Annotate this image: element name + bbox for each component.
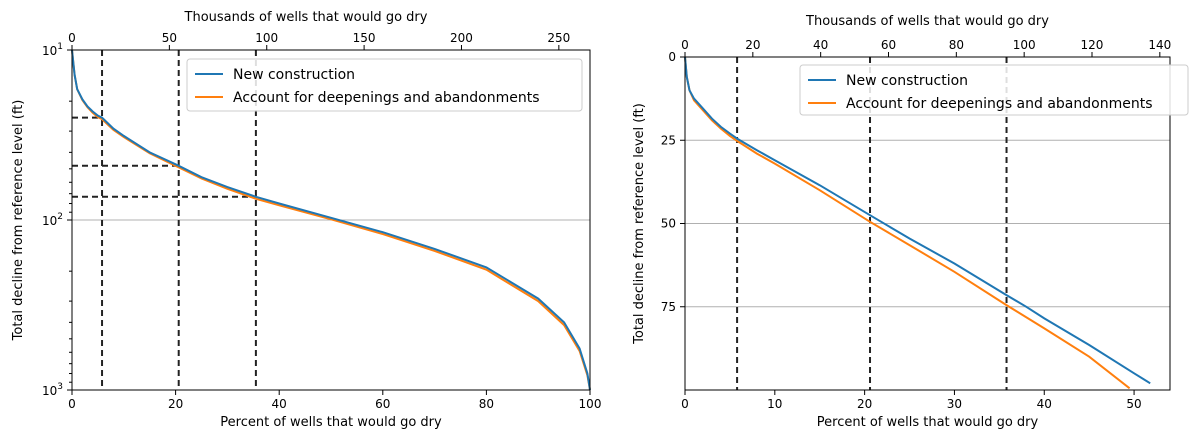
x2-tick-label: 0 xyxy=(68,31,76,45)
y-tick-label: 102 xyxy=(42,212,63,228)
legend-label: Account for deepenings and abandonments xyxy=(846,96,1153,112)
legend-box xyxy=(186,58,583,112)
x2-tick-label: 20 xyxy=(745,38,760,52)
legend-label: New construction xyxy=(846,73,968,89)
x2-tick-label: 200 xyxy=(450,31,473,45)
x2-axis-label: Thousands of wells that would go dry xyxy=(805,14,1049,29)
x-tick-label: 10 xyxy=(767,397,782,411)
legend-label: Account for deepenings and abandonments xyxy=(233,90,540,106)
legend: New construction Account for deepenings a… xyxy=(186,58,583,112)
x-tick-label: 80 xyxy=(479,397,494,411)
x-axis-label: Percent of wells that would go dry xyxy=(817,415,1039,430)
x-tick-label: 100 xyxy=(579,397,602,411)
legend-box xyxy=(799,64,1189,116)
legend-label: New construction xyxy=(233,67,355,83)
x-tick-label: 30 xyxy=(947,397,962,411)
x-tick-label: 0 xyxy=(681,397,689,411)
x-axis-label: Percent of wells that would go dry xyxy=(220,415,442,430)
x-tick-label: 60 xyxy=(375,397,390,411)
series-line xyxy=(684,56,1131,390)
legend: New construction Account for deepenings a… xyxy=(799,64,1189,116)
x2-tick-label: 80 xyxy=(949,38,964,52)
x-tick-label: 40 xyxy=(1037,397,1052,411)
x2-tick-label: 60 xyxy=(881,38,896,52)
x-tick-label: 20 xyxy=(857,397,872,411)
x2-tick-label: 120 xyxy=(1081,38,1104,52)
x2-tick-label: 100 xyxy=(255,31,278,45)
x2-tick-label: 0 xyxy=(681,38,689,52)
x2-tick-label: 100 xyxy=(1013,38,1036,52)
y-tick-label: 25 xyxy=(661,133,676,147)
y-axis-label: Total decline from reference level (ft) xyxy=(632,103,647,345)
x-tick-label: 50 xyxy=(1126,397,1141,411)
x2-tick-label: 140 xyxy=(1148,38,1171,52)
x2-tick-label: 40 xyxy=(813,38,828,52)
y-tick-label: 101 xyxy=(42,42,63,58)
y-tick-label: 0 xyxy=(668,50,676,64)
chart-panel-2: 0 10 20 30 40 50 0 20 40 60 80 100 120 140 0 25 50 75 Perc… xyxy=(632,14,1189,430)
x2-tick-label: 50 xyxy=(162,31,177,45)
x2-tick-label: 250 xyxy=(547,31,570,45)
series-line xyxy=(71,49,591,391)
x2-tick-label: 150 xyxy=(353,31,376,45)
y-tick-label: 103 xyxy=(42,382,63,398)
x2-axis-label: Thousands of wells that would go dry xyxy=(184,10,428,25)
x-tick-label: 0 xyxy=(68,397,76,411)
y-tick-label: 50 xyxy=(661,217,676,231)
y-axis-label: Total decline from reference level (ft) xyxy=(11,100,26,342)
y-tick-label: 75 xyxy=(661,300,676,314)
x-tick-label: 40 xyxy=(272,397,287,411)
chart-panel-1: 0 20 40 60 80 100 0 50 100 150 200 250 101 102 103 Perc… xyxy=(11,10,601,430)
x-tick-label: 20 xyxy=(168,397,183,411)
series-line xyxy=(684,56,1151,385)
